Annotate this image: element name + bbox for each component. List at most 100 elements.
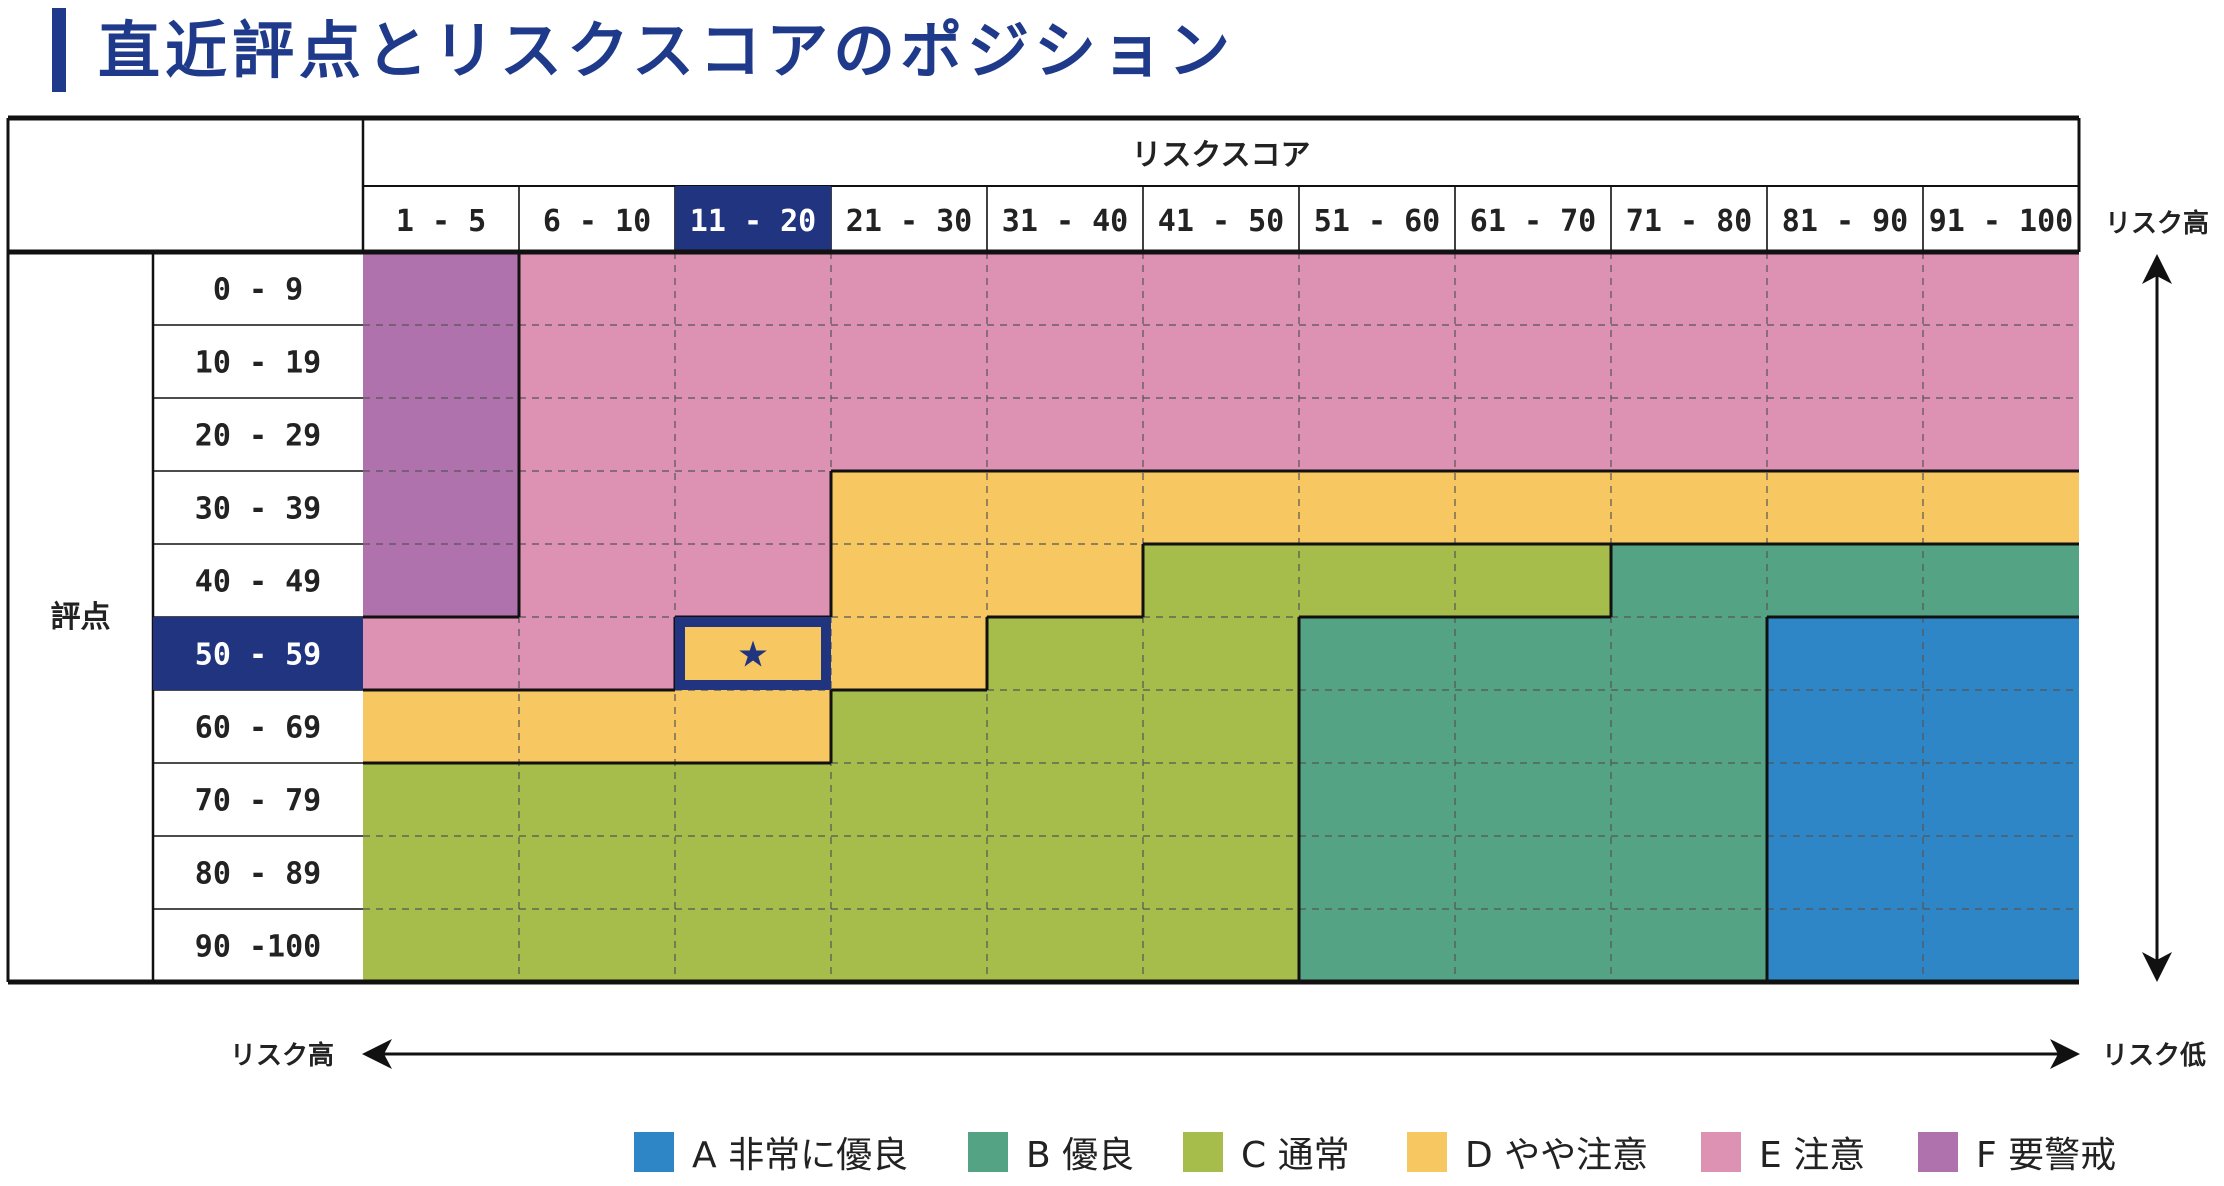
matrix-cell bbox=[831, 617, 987, 690]
selected-column-header bbox=[675, 186, 831, 252]
matrix-cell bbox=[1299, 252, 1455, 325]
matrix-cell bbox=[1767, 690, 1923, 763]
matrix-cell bbox=[519, 544, 675, 617]
matrix-cell bbox=[1455, 763, 1611, 836]
matrix-cell bbox=[1299, 836, 1455, 909]
row-header: 60 - 69 bbox=[195, 711, 321, 746]
matrix-cell bbox=[831, 763, 987, 836]
row-header: 0 - 9 bbox=[213, 273, 303, 308]
matrix-cell bbox=[987, 617, 1143, 690]
matrix-cell bbox=[1143, 471, 1299, 544]
row-header: 50 - 59 bbox=[195, 638, 321, 673]
title-accent-bar bbox=[52, 8, 66, 92]
matrix-cell bbox=[1767, 544, 1923, 617]
matrix-cell bbox=[363, 398, 519, 471]
matrix-cell bbox=[1611, 471, 1767, 544]
legend-label: E 注意 bbox=[1759, 1135, 1866, 1176]
matrix-cell bbox=[675, 836, 831, 909]
arrow-right-icon bbox=[2050, 1039, 2080, 1069]
matrix-cell bbox=[519, 617, 675, 690]
matrix-cell bbox=[1455, 252, 1611, 325]
column-group-label: リスクスコア bbox=[1131, 138, 1310, 173]
matrix-cell bbox=[831, 544, 987, 617]
matrix-cell bbox=[1455, 325, 1611, 398]
matrix-cell bbox=[987, 763, 1143, 836]
legend-swatch bbox=[1918, 1132, 1958, 1172]
matrix-cell bbox=[1299, 398, 1455, 471]
matrix-cell bbox=[831, 909, 987, 982]
matrix-cell bbox=[519, 252, 675, 325]
selected-cell-frame bbox=[675, 617, 831, 690]
column-header: 81 - 90 bbox=[1782, 204, 1908, 239]
matrix-cell bbox=[831, 836, 987, 909]
legend-swatch bbox=[1701, 1132, 1741, 1172]
matrix-cell bbox=[675, 690, 831, 763]
matrix-cell bbox=[363, 471, 519, 544]
matrix-cell bbox=[1299, 909, 1455, 982]
matrix-cell bbox=[1923, 690, 2079, 763]
axis-label-risk-low: リスク低 bbox=[2102, 1041, 2206, 1071]
matrix-cell bbox=[675, 325, 831, 398]
matrix-cell bbox=[1299, 617, 1455, 690]
matrix-cell bbox=[363, 325, 519, 398]
matrix-cell bbox=[1611, 690, 1767, 763]
legend-swatch bbox=[1183, 1132, 1223, 1172]
row-group-label: 評点 bbox=[51, 600, 111, 635]
matrix-cell bbox=[1767, 617, 1923, 690]
matrix-cell bbox=[1299, 471, 1455, 544]
matrix-cell bbox=[363, 544, 519, 617]
matrix-cell bbox=[1143, 325, 1299, 398]
matrix-cell bbox=[363, 690, 519, 763]
matrix-cell bbox=[1299, 690, 1455, 763]
matrix-cell bbox=[831, 325, 987, 398]
matrix-cell bbox=[519, 471, 675, 544]
axis-label-risk-high-right: リスク高 bbox=[2105, 208, 2209, 239]
column-header: 51 - 60 bbox=[1314, 204, 1440, 239]
matrix-cell bbox=[987, 544, 1143, 617]
legend-item: E 注意 bbox=[1701, 1127, 1865, 1177]
matrix-cell bbox=[519, 325, 675, 398]
legend-label: F 要警戒 bbox=[1976, 1135, 2117, 1176]
position-marker-icon: ★ bbox=[737, 635, 769, 676]
matrix-cell bbox=[519, 690, 675, 763]
matrix-cell bbox=[1611, 763, 1767, 836]
matrix-cell bbox=[1923, 836, 2079, 909]
matrix-cell bbox=[987, 398, 1143, 471]
matrix-cell bbox=[1455, 690, 1611, 763]
matrix-cell bbox=[363, 836, 519, 909]
column-header: 1 - 5 bbox=[396, 204, 486, 239]
matrix-cell bbox=[363, 763, 519, 836]
matrix-cell bbox=[675, 617, 831, 690]
column-header: 11 - 20 bbox=[690, 204, 816, 239]
legend-swatch bbox=[1407, 1132, 1447, 1172]
matrix-cell bbox=[675, 252, 831, 325]
legend-item: F 要警戒 bbox=[1918, 1127, 2116, 1177]
matrix-cell bbox=[675, 763, 831, 836]
row-header: 70 - 79 bbox=[195, 784, 321, 819]
matrix-cell bbox=[987, 252, 1143, 325]
matrix-cell bbox=[1143, 690, 1299, 763]
row-header: 80 - 89 bbox=[195, 857, 321, 892]
row-header: 10 - 19 bbox=[195, 346, 321, 381]
matrix-cell bbox=[1455, 909, 1611, 982]
matrix-cell bbox=[1611, 325, 1767, 398]
axis-label-risk-high-bottom: リスク高 bbox=[230, 1040, 334, 1071]
matrix-cell bbox=[1611, 544, 1767, 617]
legend-swatch bbox=[968, 1132, 1008, 1172]
matrix-cell bbox=[675, 909, 831, 982]
row-header: 90 -100 bbox=[195, 930, 321, 965]
matrix-cell bbox=[1767, 325, 1923, 398]
matrix-cell bbox=[831, 398, 987, 471]
matrix-cell bbox=[1611, 909, 1767, 982]
matrix-cell bbox=[1767, 252, 1923, 325]
column-header: 61 - 70 bbox=[1470, 204, 1596, 239]
row-header: 30 - 39 bbox=[195, 492, 321, 527]
matrix-cell bbox=[675, 398, 831, 471]
legend-swatch bbox=[634, 1132, 674, 1172]
matrix-cell bbox=[363, 252, 519, 325]
matrix-cell bbox=[1143, 617, 1299, 690]
matrix-cell bbox=[1143, 909, 1299, 982]
matrix-cell bbox=[987, 690, 1143, 763]
matrix-cell bbox=[1767, 909, 1923, 982]
